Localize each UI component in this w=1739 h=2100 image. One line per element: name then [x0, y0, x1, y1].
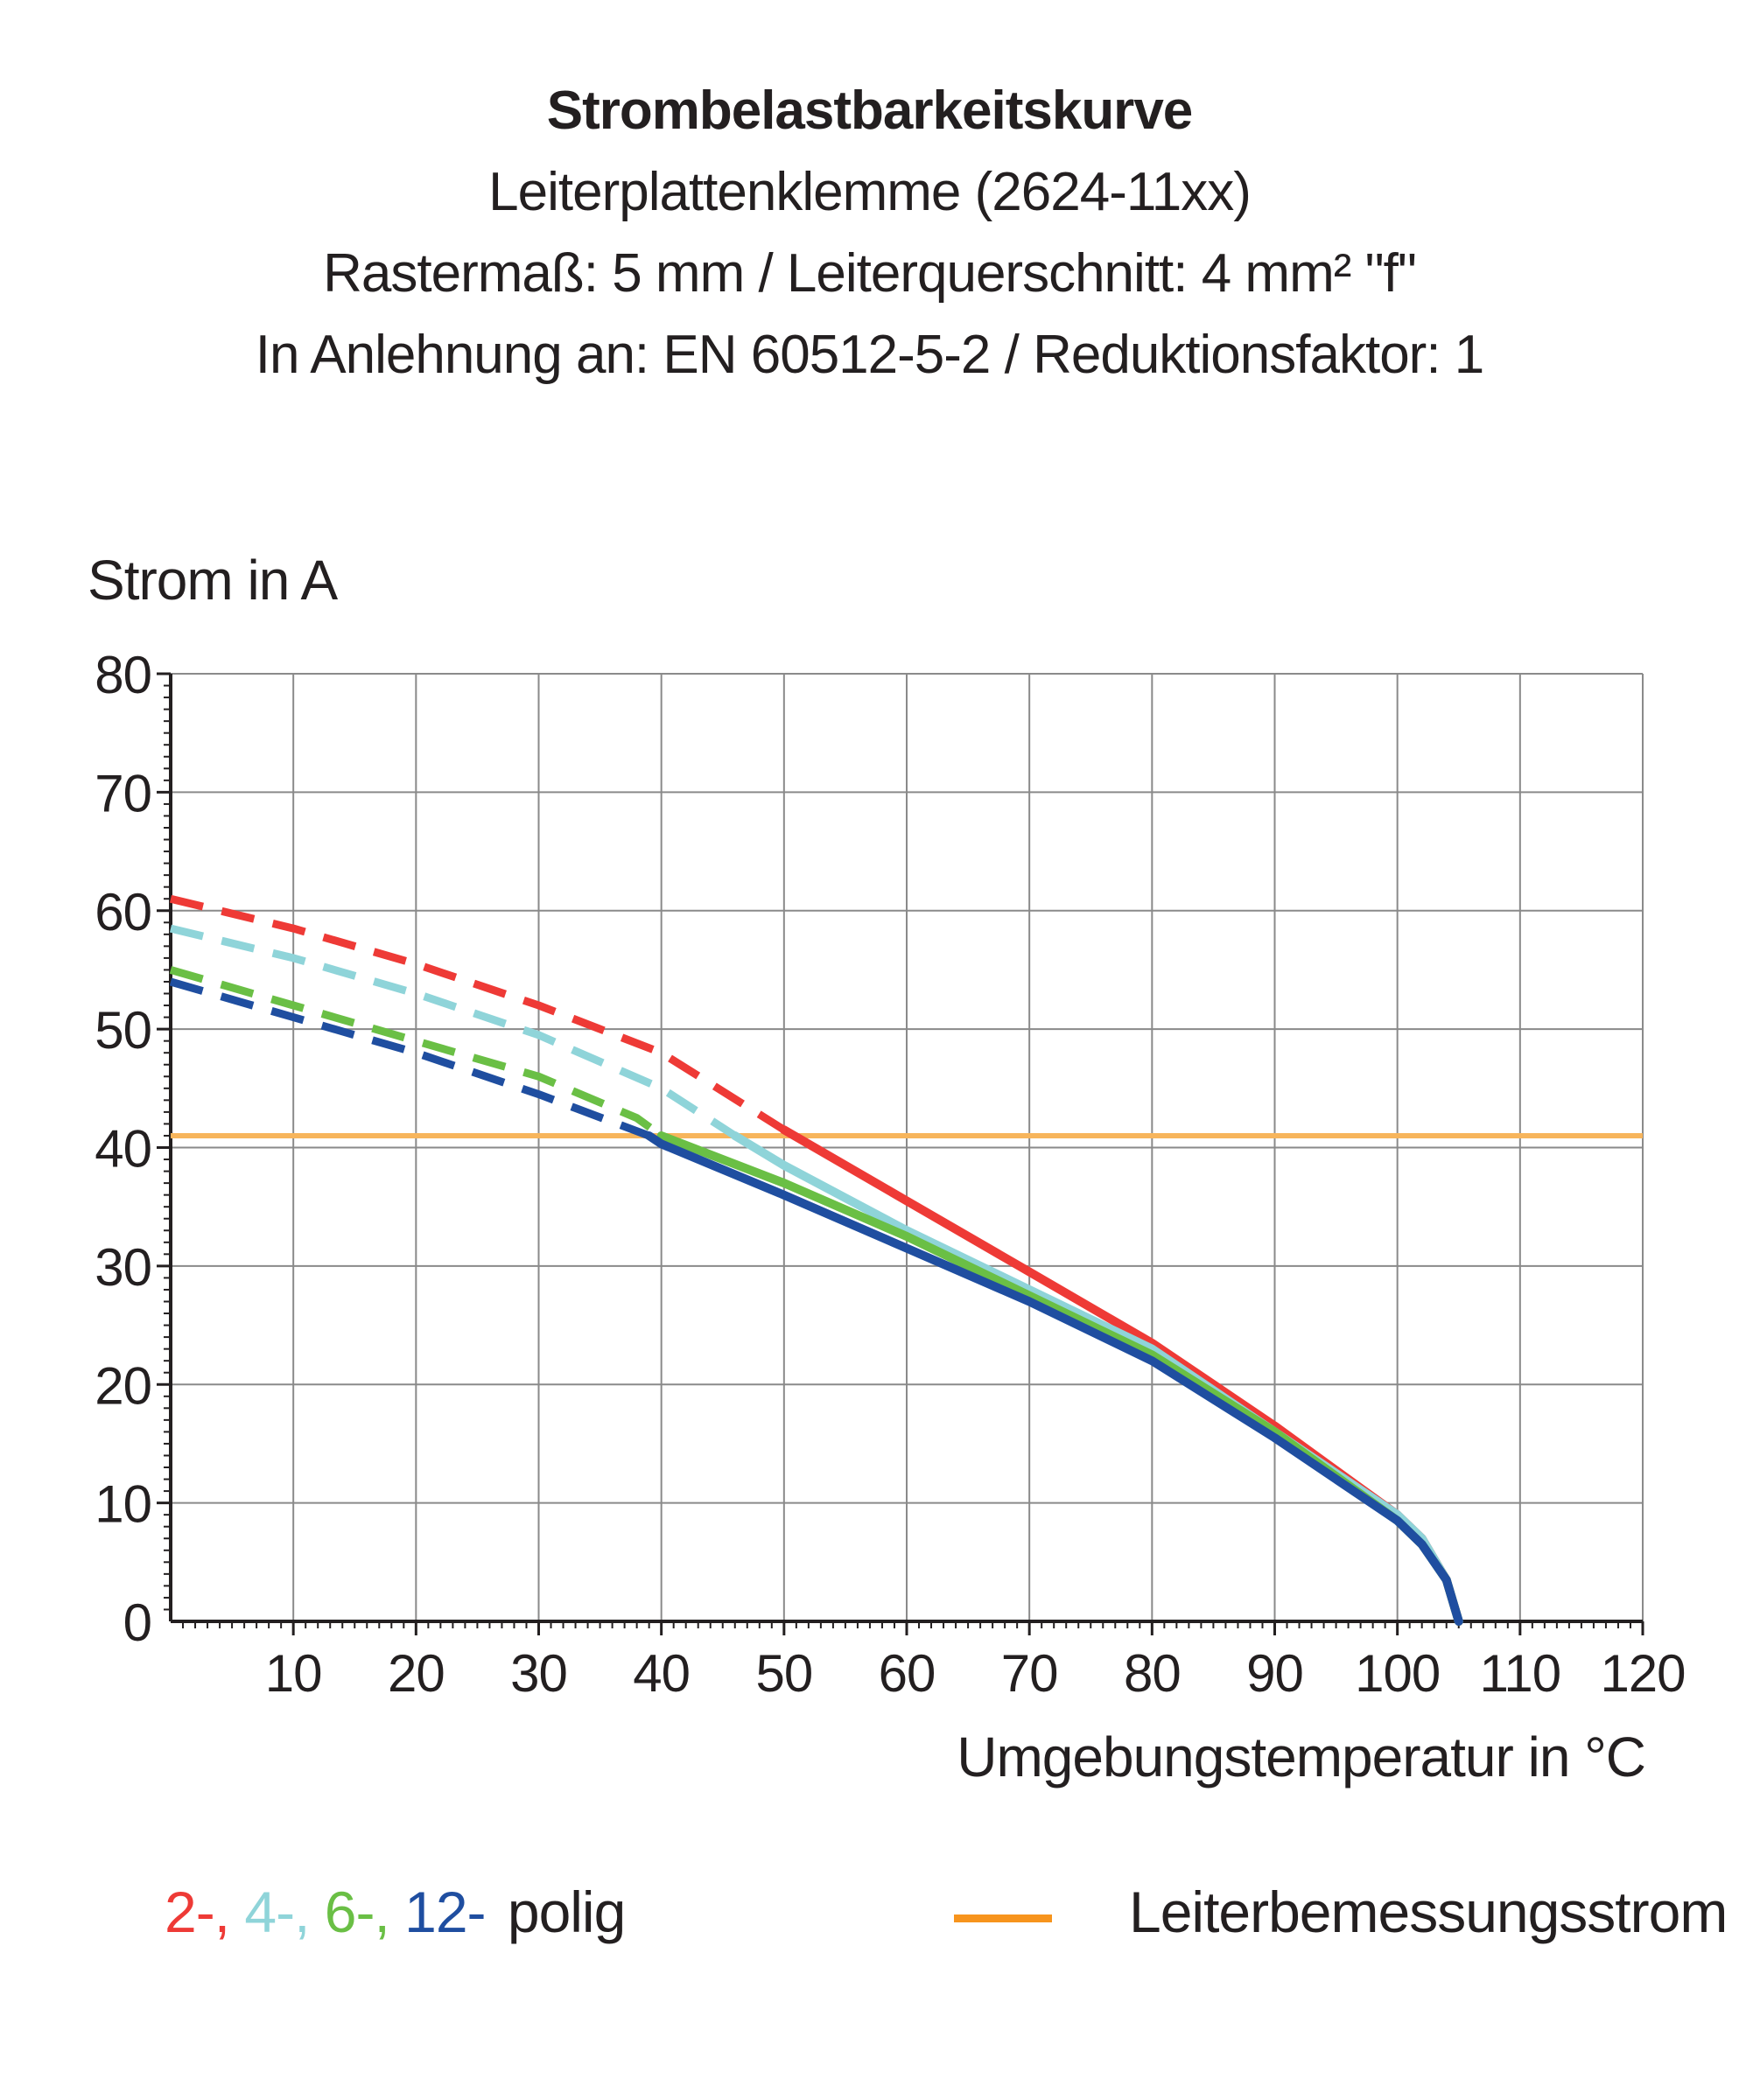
x-tick-label-100: 100 [1355, 1644, 1440, 1703]
y-tick-label-40: 40 [95, 1120, 151, 1179]
legend-swatch-rated [954, 1914, 1052, 1922]
y-tick-label-80: 80 [95, 646, 151, 704]
axes [157, 672, 1644, 1635]
x-tick-label-70: 70 [1001, 1644, 1058, 1703]
series-2-dashed [169, 894, 787, 1134]
x-tick-label-60: 60 [879, 1644, 936, 1703]
series-12-polig [169, 977, 1463, 1626]
x-tick-label-40: 40 [633, 1644, 690, 1703]
y-tick-label-10: 10 [95, 1475, 151, 1534]
x-tick-label-20: 20 [388, 1644, 445, 1703]
legend-rated-label: Leiterbemessungsstrom [1129, 1880, 1728, 1944]
series-2-polig [169, 894, 1463, 1626]
series-4-polig [169, 924, 1463, 1626]
x-tick-label-120: 120 [1600, 1644, 1685, 1703]
series-layer [169, 894, 1463, 1626]
legend-poles: 2-, 4-, 6-, 12- polig [165, 1877, 626, 1947]
chart-subtitle-1: Leiterplattenklemme (2624-11xx) [488, 162, 1252, 222]
legend-series-12: 12- [404, 1880, 486, 1944]
legend-series-6: 6- [324, 1880, 375, 1944]
y-tick-label-50: 50 [95, 1001, 151, 1060]
legend-series-4: 4- [244, 1880, 295, 1944]
y-tick-label-0: 0 [123, 1593, 151, 1652]
series-6-polig [169, 966, 1463, 1626]
x-tick-label-50: 50 [755, 1644, 812, 1703]
series-12-solid [644, 1131, 1463, 1626]
series-4-dashed [169, 924, 738, 1139]
x-tick-label-80: 80 [1124, 1644, 1181, 1703]
x-axis-title: Umgebungstemperatur in °C [957, 1726, 1645, 1788]
title-block: Strombelastbarkeitskurve Leiterplattenkl… [0, 70, 1739, 396]
legend-series-2: 2- [165, 1880, 215, 1944]
series-6-solid [656, 1131, 1463, 1626]
legend-sep-3: , [374, 1880, 405, 1944]
chart-title: Strombelastbarkeitskurve [546, 80, 1194, 141]
y-tick-label-60: 60 [95, 883, 151, 942]
y-axis-title: Strom in A [88, 549, 339, 612]
chart-subtitle-2: Rastermaß: 5 mm / Leiterquerschnitt: 4 m… [323, 243, 1417, 304]
grid [171, 673, 1644, 1621]
legend-poles-suffix: polig [507, 1880, 626, 1944]
x-tick-label-30: 30 [510, 1644, 567, 1703]
chart-subtitle-3: In Anlehnung an: EN 60512-5-2 / Reduktio… [255, 325, 1485, 385]
x-tick-label-110: 110 [1480, 1644, 1561, 1703]
x-tick-label-90: 90 [1246, 1644, 1303, 1703]
y-tick-label-20: 20 [95, 1356, 151, 1415]
series-6-dashed [169, 966, 664, 1139]
tick-labels: 0 10 20 30 40 50 60 70 80 10 20 30 40 50 60 70 80 90 100 11… [95, 646, 1686, 1703]
y-tick-label-30: 30 [95, 1238, 151, 1297]
series-2-solid [779, 1125, 1463, 1626]
legend-sep-1: , [214, 1880, 245, 1944]
y-tick-label-70: 70 [95, 764, 151, 822]
legend-sep-2: , [294, 1880, 325, 1944]
series-12-dashed [169, 977, 651, 1140]
x-tick-label-10: 10 [265, 1644, 322, 1703]
derating-chart: Strom in A Umgebungstemperatur in °C 0 10… [88, 549, 1686, 1788]
